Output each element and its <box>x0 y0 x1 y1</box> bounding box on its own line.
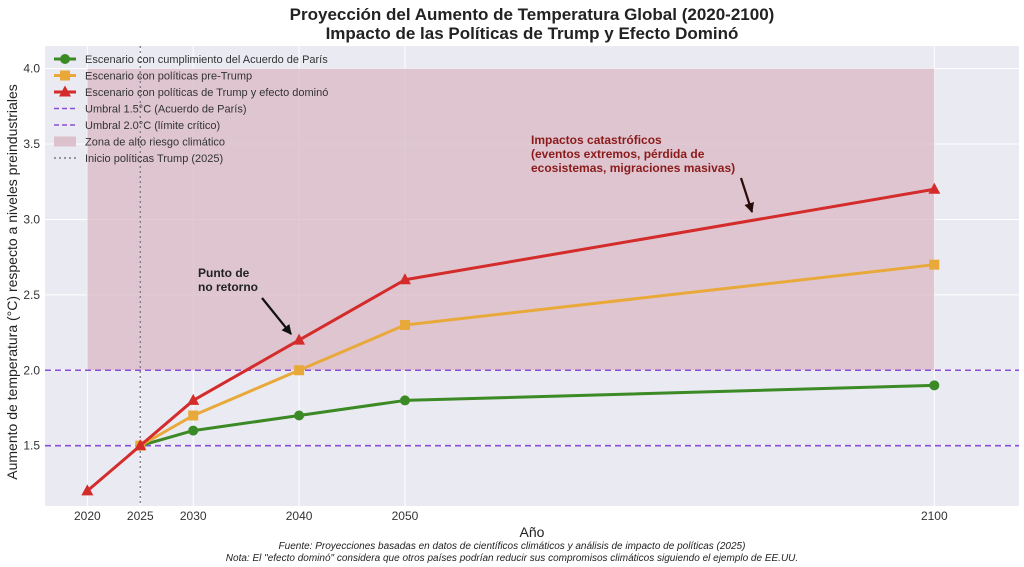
y-tick-label: 4.0 <box>23 62 40 76</box>
point-paris-2100 <box>929 380 940 391</box>
annotation-catastrophic-text: ecosistemas, migraciones masivas) <box>531 161 735 175</box>
legend-marker-paris <box>60 54 70 64</box>
point-trump-2050 <box>398 273 411 285</box>
point-trump-2025 <box>134 439 147 451</box>
domino-note: Nota: El "efecto dominó" considera que o… <box>226 553 798 564</box>
legend-label: Escenario con cumplimiento del Acuerdo d… <box>85 54 328 66</box>
y-tick-label: 2.5 <box>23 288 40 302</box>
source-note: Fuente: Proyecciones basadas en datos de… <box>279 541 746 552</box>
x-tick-label: 2020 <box>74 509 101 523</box>
chart-subtitle: Impacto de las Políticas de Trump y Efec… <box>326 24 739 43</box>
annotation-no-return-text: no retorno <box>198 280 258 294</box>
annotation-catastrophic-text: Impactos catastróficos <box>531 133 662 147</box>
point-trump-2020 <box>81 484 94 496</box>
y-tick-label: 3.0 <box>23 212 40 226</box>
legend-label: Escenario con políticas de Trump y efect… <box>85 87 328 99</box>
point-trump-2100 <box>928 182 941 194</box>
series-layer <box>81 182 941 496</box>
series-trump <box>81 182 941 496</box>
y-axis-label: Aumento de temperatura (°C) respecto a n… <box>4 84 20 479</box>
y-tick-label: 1.5 <box>23 439 40 453</box>
line-trump <box>86 187 935 493</box>
point-pre-trump-2050 <box>399 320 410 331</box>
annotation-no-return-text: Punto de <box>198 266 250 280</box>
x-axis-label: Año <box>520 524 545 540</box>
x-tick-label: 2025 <box>127 509 154 523</box>
point-pre-trump-2100 <box>929 259 940 270</box>
tick-labels: 2020 2025 2030 2040 2050 2100 1.5 2.0 2.5 3.0 3.5 4… <box>23 62 948 523</box>
x-tick-label: 2050 <box>392 509 419 523</box>
legend-marker-pre-trump <box>60 70 70 81</box>
point-paris-2030 <box>188 425 199 436</box>
point-trump-2040 <box>293 333 306 345</box>
legend: Escenario con cumplimiento del Acuerdo d… <box>54 54 328 165</box>
annotation-catastrophic-arrow <box>739 177 754 213</box>
annotation-catastrophic-text: (eventos extremos, pérdida de <box>531 147 705 161</box>
reference-lines <box>45 46 1019 506</box>
point-trump-2030 <box>187 393 200 405</box>
point-pre-trump-2040 <box>294 365 305 376</box>
legend-label: Umbral 1.5°C (Acuerdo de París) <box>85 104 247 116</box>
y-tick-label: 3.5 <box>23 137 40 151</box>
x-tick-label: 2030 <box>180 509 207 523</box>
x-tick-label: 2040 <box>286 509 313 523</box>
point-paris-2040 <box>294 410 305 421</box>
legend-risk-zone-swatch <box>54 136 76 147</box>
risk-zone-layer <box>87 68 935 371</box>
x-tick-label: 2100 <box>921 509 948 523</box>
point-paris-2050 <box>399 395 410 406</box>
annotation-no-return-arrow <box>261 297 292 335</box>
legend-label: Escenario con políticas pre-Trump <box>85 71 252 83</box>
legend-label: Zona de alto riesgo climático <box>85 137 225 149</box>
point-pre-trump-2030 <box>188 410 199 421</box>
legend-label: Umbral 2.0°C (límite crítico) <box>85 120 220 132</box>
legend-label: Inicio políticas Trump (2025) <box>85 153 223 165</box>
chart-title: Proyección del Aumento de Temperatura Gl… <box>290 5 775 24</box>
high-risk-zone <box>87 68 935 371</box>
legend-marker-trump <box>59 85 71 97</box>
y-tick-label: 2.0 <box>23 363 40 377</box>
